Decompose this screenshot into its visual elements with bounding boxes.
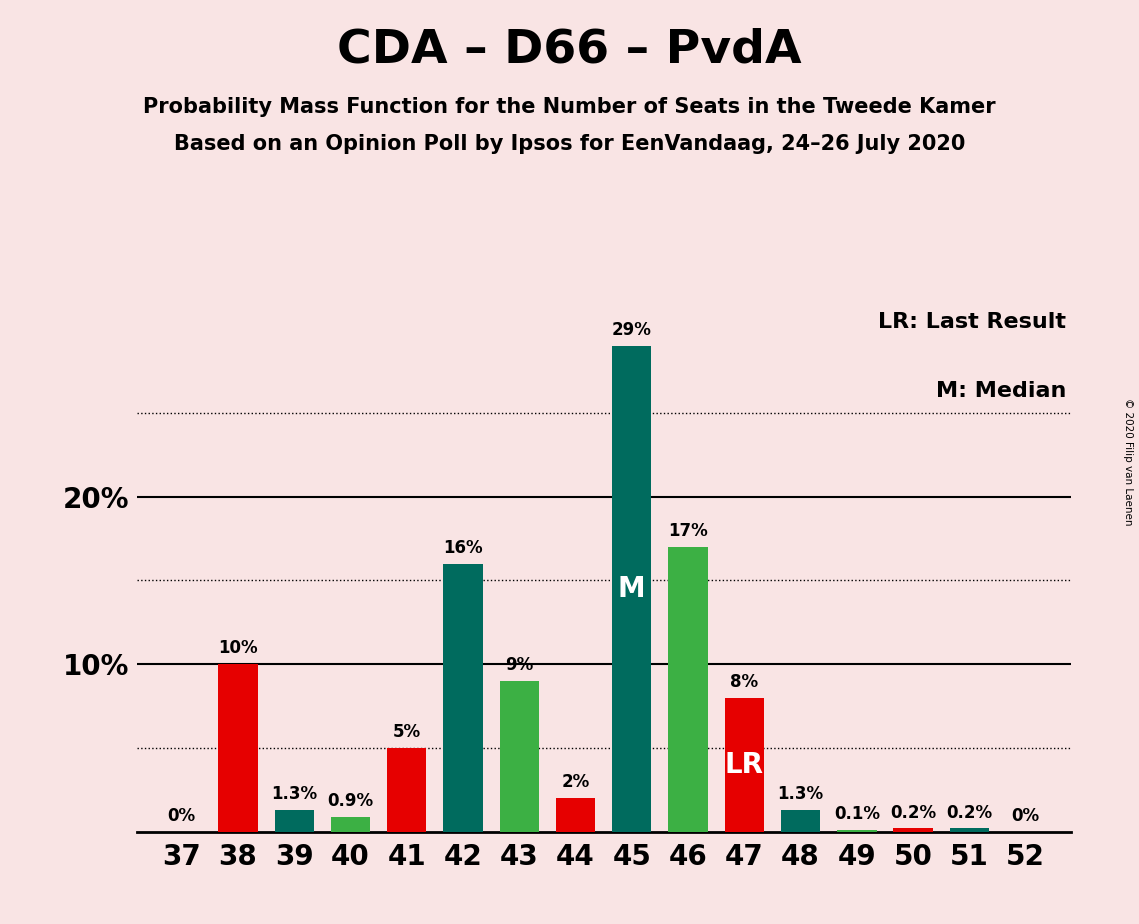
Bar [387, 748, 426, 832]
Text: 0.1%: 0.1% [834, 805, 879, 823]
Text: 8%: 8% [730, 673, 759, 691]
Text: 5%: 5% [393, 723, 420, 741]
Text: 1.3%: 1.3% [271, 785, 318, 803]
Bar [274, 809, 314, 832]
Text: 1.3%: 1.3% [778, 785, 823, 803]
Bar [612, 346, 652, 832]
Text: Based on an Opinion Poll by Ipsos for EenVandaag, 24–26 July 2020: Based on an Opinion Poll by Ipsos for Ee… [174, 134, 965, 154]
Text: LR: LR [724, 750, 764, 779]
Text: CDA – D66 – PvdA: CDA – D66 – PvdA [337, 28, 802, 73]
Bar [837, 830, 877, 832]
Bar [219, 664, 257, 832]
Bar [500, 681, 539, 832]
Text: M: Median: M: Median [935, 382, 1066, 401]
Text: 0.9%: 0.9% [327, 792, 374, 809]
Bar [443, 564, 483, 832]
Text: LR: Last Result: LR: Last Result [878, 311, 1066, 332]
Text: 10%: 10% [219, 639, 257, 658]
Bar [330, 817, 370, 832]
Bar [950, 828, 989, 832]
Bar [893, 828, 933, 832]
Text: Probability Mass Function for the Number of Seats in the Tweede Kamer: Probability Mass Function for the Number… [144, 97, 995, 117]
Text: 0.2%: 0.2% [890, 804, 936, 821]
Text: M: M [618, 575, 646, 602]
Text: 16%: 16% [443, 539, 483, 557]
Text: 0%: 0% [1011, 807, 1040, 825]
Bar [781, 809, 820, 832]
Text: © 2020 Filip van Laenen: © 2020 Filip van Laenen [1123, 398, 1133, 526]
Text: 0%: 0% [167, 807, 196, 825]
Text: 17%: 17% [669, 522, 708, 541]
Text: 29%: 29% [612, 322, 652, 339]
Text: 0.2%: 0.2% [947, 804, 992, 821]
Text: 2%: 2% [562, 773, 590, 791]
Bar [724, 698, 764, 832]
Text: 9%: 9% [506, 656, 533, 675]
Bar [669, 547, 707, 832]
Bar [556, 798, 596, 832]
